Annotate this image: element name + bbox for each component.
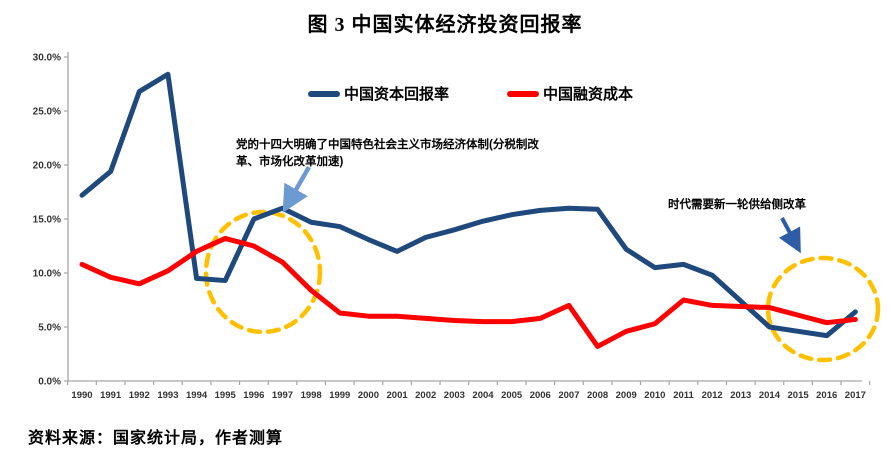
annotation-14th-congress: 党的十四大明确了中国特色社会主义市场经济体制(分税制改革、市场化改革加速) <box>236 139 539 168</box>
arrow-to-1997-peak <box>282 165 311 213</box>
legend-item-financing-cost: 中国融资成本 <box>507 83 633 104</box>
x-tick-label: 2009 <box>616 390 637 401</box>
x-tick-label: 2007 <box>558 390 579 401</box>
legend-swatch-financing-cost <box>507 90 540 97</box>
x-tick-label: 1997 <box>272 390 293 401</box>
legend-label-financing-cost: 中国融资成本 <box>543 86 634 103</box>
x-tick-label: 2013 <box>730 390 751 401</box>
x-tick-label: 2014 <box>759 390 781 401</box>
x-tick-label: 1992 <box>129 390 150 401</box>
x-tick-label: 1996 <box>243 390 264 401</box>
x-tick-label: 2001 <box>387 390 409 401</box>
legend-label-capital-return: 中国资本回报率 <box>344 86 450 103</box>
y-tick-label: 5.0% <box>38 323 61 334</box>
highlight-circle-2010s <box>765 255 881 363</box>
series-line-0 <box>79 71 858 339</box>
arrow-to-2015-circle <box>778 217 801 254</box>
y-tick-label: 0.0% <box>38 377 61 388</box>
legend-item-capital-return: 中国资本回报率 <box>308 83 449 104</box>
series-line-1 <box>79 235 858 349</box>
x-tick-label: 2016 <box>816 390 837 401</box>
x-tick-label: 2008 <box>587 390 608 401</box>
x-tick-label: 2006 <box>530 390 551 401</box>
x-tick-label: 2002 <box>415 390 436 401</box>
y-tick-label: 20.0% <box>33 161 61 172</box>
x-tick-label: 1999 <box>329 390 350 401</box>
chart-title: 图 3 中国实体经济投资回报率 <box>307 14 583 36</box>
annotation-supply-side: 时代需要新一轮供给侧改革 <box>668 199 806 211</box>
x-tick-label: 2003 <box>444 390 465 401</box>
x-tick-label: 1990 <box>71 390 92 401</box>
x-tick-label: 1995 <box>215 390 237 401</box>
legend: 中国资本回报率 中国融资成本 <box>308 83 633 104</box>
x-tick-label: 1991 <box>100 390 122 401</box>
x-tick-label: 2004 <box>472 390 494 401</box>
y-tick-label: 10.0% <box>33 269 61 280</box>
x-tick-label: 2010 <box>644 390 665 401</box>
source-note: 资料来源：国家统计局，作者测算 <box>28 430 284 447</box>
y-tick-label: 25.0% <box>33 107 61 118</box>
x-tick-label: 2011 <box>673 390 694 401</box>
x-tick-label: 2015 <box>788 390 810 401</box>
x-tick-label: 1993 <box>157 390 178 401</box>
x-tick-label: 2005 <box>501 390 523 401</box>
y-tick-label: 15.0% <box>33 215 61 226</box>
x-tick-label: 1994 <box>186 390 208 401</box>
highlight-circle-1990s <box>203 209 323 335</box>
legend-swatch-capital-return <box>308 90 340 97</box>
y-tick-label: 30.0% <box>33 53 61 64</box>
x-tick-label: 2000 <box>358 390 379 401</box>
x-tick-label: 2012 <box>702 390 723 401</box>
x-tick-label: 1998 <box>301 390 322 401</box>
x-tick-label: 2017 <box>845 390 866 401</box>
